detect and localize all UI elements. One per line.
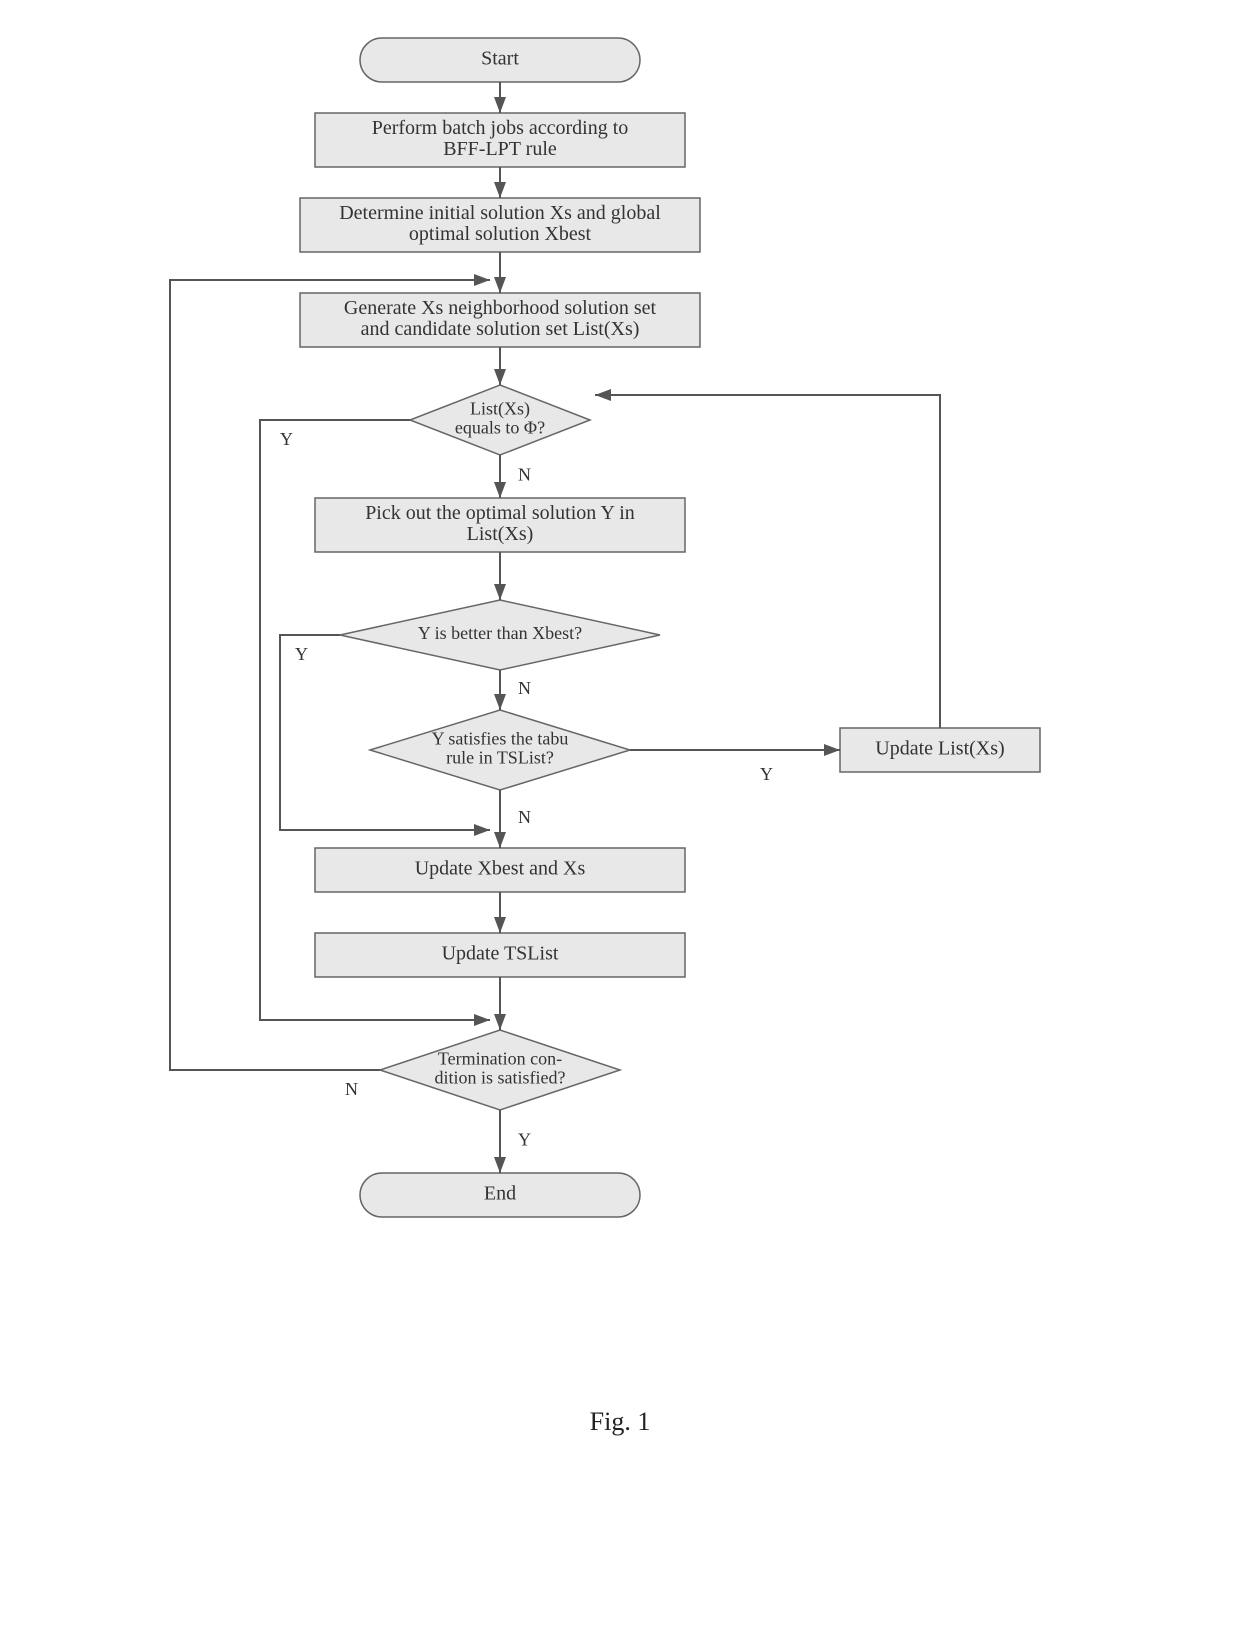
node-text: Y is better than Xbest? [418, 623, 582, 643]
edge-label: N [518, 807, 531, 827]
node-text: and candidate solution set List(Xs) [361, 318, 640, 340]
edge-label: Y [760, 764, 773, 784]
node-text: rule in TSList? [446, 748, 554, 768]
node-text: optimal solution Xbest [409, 223, 592, 245]
edge-label: Y [280, 429, 293, 449]
node-text: Generate Xs neighborhood solution set [344, 297, 657, 319]
back-edge [595, 395, 940, 728]
node-text: Determine initial solution Xs and global [339, 202, 661, 224]
node-text: Start [481, 48, 519, 70]
node-text: Y satisfies the tabu [432, 729, 569, 749]
node-text: Perform batch jobs according to [372, 117, 629, 139]
node-text: Pick out the optimal solution Y in [365, 502, 635, 524]
node-text: Update Xbest and Xs [415, 858, 586, 880]
node-text: equals to Φ? [455, 418, 545, 438]
figure-caption: Fig. 1 [590, 1407, 651, 1436]
edge-label: N [345, 1079, 358, 1099]
node-text: List(Xs) [470, 399, 530, 420]
edge-label: N [518, 465, 531, 485]
edge-label: Y [518, 1130, 531, 1150]
node-text: List(Xs) [467, 523, 534, 545]
flowchart-canvas: Start Perform batch jobs according toBFF-… [0, 0, 1240, 1651]
node-text: Termination con- [438, 1049, 562, 1069]
node-text: BFF-LPT rule [443, 138, 557, 160]
node-text: dition is satisfied? [435, 1068, 566, 1088]
node-text: Update List(Xs) [875, 738, 1004, 760]
edge-label: Y [295, 644, 308, 664]
node-text: End [484, 1183, 516, 1205]
edge-label: N [518, 678, 531, 698]
node-text: Update TSList [442, 943, 559, 965]
